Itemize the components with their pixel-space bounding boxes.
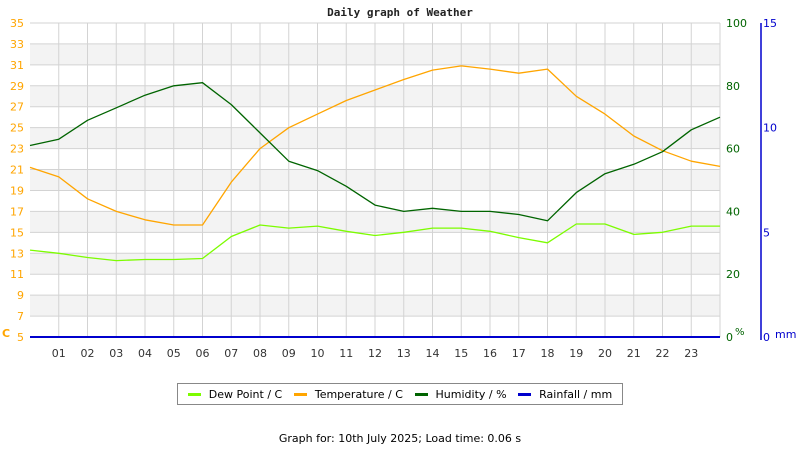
humidity-swatch-icon — [414, 392, 428, 396]
x-tick-label: 12 — [368, 347, 382, 360]
left-tick-label: 9 — [17, 289, 24, 302]
x-tick-label: 08 — [253, 347, 267, 360]
left-tick-label: 35 — [10, 17, 24, 30]
humidity-unit-label: % — [735, 327, 745, 338]
rainfall-unit-label: mm — [775, 328, 796, 341]
x-tick-label: 05 — [167, 347, 181, 360]
x-tick-label: 10 — [311, 347, 325, 360]
x-tick-label: 15 — [454, 347, 468, 360]
left-tick-label: 13 — [10, 247, 24, 260]
x-tick-label: 03 — [109, 347, 123, 360]
left-tick-label: 5 — [17, 331, 24, 344]
left-tick-label: 15 — [10, 226, 24, 239]
left-tick-label: 19 — [10, 184, 24, 197]
x-tick-label: 13 — [397, 347, 411, 360]
x-tick-label: 07 — [224, 347, 238, 360]
left-tick-label: 7 — [17, 310, 24, 323]
x-tick-label: 22 — [656, 347, 670, 360]
left-tick-label: 25 — [10, 122, 24, 135]
temperature-line — [29, 65, 721, 226]
x-tick-label: 17 — [512, 347, 526, 360]
humidity-tick-label: 100 — [726, 17, 747, 30]
humidity-tick-label: 20 — [726, 268, 740, 281]
left-unit-label: C — [2, 327, 10, 340]
legend-label: Temperature / C — [314, 387, 403, 401]
right-axis-rainfall: 15 10 5 0 mm — [760, 17, 796, 344]
chart-title: Daily graph of Weather — [327, 6, 473, 19]
legend-item-humidity: Humidity / % — [414, 387, 507, 401]
humidity-line — [29, 82, 721, 222]
left-tick-label: 11 — [10, 268, 24, 281]
left-tick-label: 31 — [10, 59, 24, 72]
humidity-tick-label: 0 — [726, 331, 733, 344]
humidity-tick-label: 80 — [726, 80, 740, 93]
x-axis-hours: 01 02 03 04 05 06 07 08 09 10 11 12 13 14 15 16 17 18 19 20… — [52, 347, 699, 360]
chart-legend: Dew Point / C Temperature / C Humidity /… — [177, 383, 623, 405]
rainfall-tick-label: 5 — [763, 226, 770, 239]
dew-point-line — [29, 223, 720, 262]
left-tick-label: 23 — [10, 143, 24, 156]
x-tick-label: 04 — [138, 347, 152, 360]
x-tick-label: 19 — [569, 347, 583, 360]
legend-item-rainfall: Rainfall / mm — [518, 388, 612, 401]
graph-footer: Graph for: 10th July 2025; Load time: 0.… — [278, 432, 522, 445]
x-tick-label: 06 — [196, 347, 210, 360]
x-tick-label: 14 — [426, 347, 440, 360]
rainfall-swatch-icon — [518, 392, 532, 396]
right-axis-humidity: 100 80 60 40 20 0% — [726, 17, 747, 344]
left-tick-label: 17 — [10, 205, 24, 218]
legend-label: Rainfall / mm — [539, 387, 613, 401]
gridlines — [30, 22, 721, 338]
x-tick-label: 23 — [684, 347, 698, 360]
humidity-tick-label: 40 — [726, 205, 740, 218]
x-tick-label: 09 — [282, 347, 296, 360]
temperature-swatch-icon — [293, 392, 307, 396]
x-tick-label: 11 — [339, 347, 353, 360]
left-axis-temperature: 35 33 31 29 27 25 23 21 19 17 15 13 11 9 7 5C — [2, 17, 24, 344]
rainfall-tick-label: 15 — [763, 17, 777, 30]
x-tick-label: 21 — [627, 347, 641, 360]
x-tick-label: 02 — [81, 347, 95, 360]
legend-label: Humidity / % — [435, 387, 507, 401]
legend-item-temperature: Temperature / C — [293, 387, 403, 401]
x-tick-label: 01 — [52, 347, 66, 360]
left-tick-label: 21 — [10, 164, 24, 177]
left-tick-label: 33 — [10, 38, 24, 51]
left-tick-label: 27 — [10, 101, 24, 114]
x-tick-label: 20 — [598, 347, 612, 360]
x-tick-label: 16 — [483, 347, 497, 360]
data-series — [29, 65, 721, 338]
rainfall-tick-label: 10 — [763, 122, 777, 135]
legend-item-dew-point: Dew Point / C — [187, 387, 283, 401]
legend-label: Dew Point / C — [208, 387, 283, 401]
humidity-tick-label: 60 — [726, 143, 740, 156]
dew-point-swatch-icon — [187, 392, 201, 396]
left-tick-label: 29 — [10, 80, 24, 93]
rainfall-tick-label: 0 — [763, 331, 770, 344]
x-tick-label: 18 — [541, 347, 555, 360]
